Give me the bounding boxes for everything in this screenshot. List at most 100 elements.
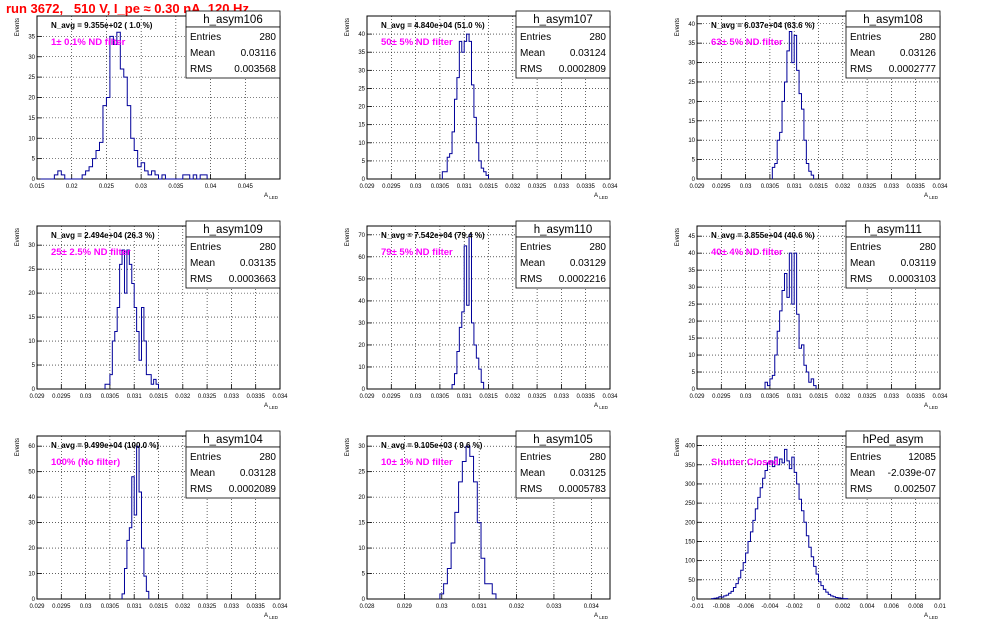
histogram-bin xyxy=(120,69,123,179)
x-tick-label: 0.03 xyxy=(135,184,147,190)
x-tick-label: 0.004 xyxy=(860,604,876,610)
y-tick-label: 5 xyxy=(692,370,696,376)
y-tick-label: 10 xyxy=(358,365,365,371)
x-tick-label: 0.034 xyxy=(272,394,288,400)
stats-value-mean: 0.03125 xyxy=(570,468,607,479)
stats-value-rms: 0.0003663 xyxy=(229,274,277,285)
stats-key-entries: Entries xyxy=(850,452,881,463)
stats-value-entries: 280 xyxy=(589,452,606,463)
histogram-name: h_asym109 xyxy=(203,224,262,236)
histogram-bin xyxy=(801,511,803,599)
filter-label: 100% (No filter) xyxy=(51,457,120,468)
stats-key-entries: Entries xyxy=(850,32,881,43)
x-tick-label: -0.004 xyxy=(761,604,779,610)
x-tick-label: 0.029 xyxy=(689,184,705,190)
stats-value-mean: -2.039e-07 xyxy=(888,468,937,479)
y-tick-label: 5 xyxy=(32,363,36,369)
x-tick-label: 0.0315 xyxy=(809,394,828,400)
y-axis-title: Events xyxy=(345,438,351,456)
histogram-bin xyxy=(792,304,794,389)
filter-label: Shutter Closed xyxy=(711,457,779,468)
x-tick-label: 0.02 xyxy=(66,184,78,190)
x-tick-label: -0.006 xyxy=(737,604,755,610)
stats-value-entries: 280 xyxy=(919,242,936,253)
x-tick-label: 0.034 xyxy=(602,184,618,190)
histogram-bin xyxy=(772,467,774,599)
histogram-bin xyxy=(809,382,811,389)
x-axis-title-subscript: LED xyxy=(928,615,939,620)
histogram-bin xyxy=(82,175,85,179)
histogram-bin xyxy=(760,488,762,599)
histogram-outline xyxy=(122,446,149,599)
y-tick-label: 40 xyxy=(688,22,695,28)
histogram-bin xyxy=(155,175,158,179)
x-tick-label: 0.029 xyxy=(397,604,413,610)
stats-key-rms: RMS xyxy=(190,64,213,75)
x-tick-label: 0.0325 xyxy=(528,184,547,190)
histogram-name: h_asym111 xyxy=(864,224,922,236)
x-axis-title-subscript: LED xyxy=(268,195,279,200)
histogram-bin xyxy=(481,558,485,599)
histogram-bin xyxy=(117,32,120,179)
y-tick-label: 60 xyxy=(358,255,365,261)
x-tick-label: 0.0335 xyxy=(577,394,596,400)
x-axis-title: A LED xyxy=(264,613,279,620)
y-tick-label: 30 xyxy=(28,55,35,61)
x-tick-label: 0.03 xyxy=(740,394,752,400)
x-tick-label: 0.025 xyxy=(99,184,115,190)
x-axis-title-subscript: LED xyxy=(928,405,939,410)
y-tick-label: 15 xyxy=(688,119,695,125)
x-tick-label: 0.033 xyxy=(884,184,900,190)
histogram-bin xyxy=(777,465,779,599)
histogram-outline xyxy=(40,32,207,179)
x-axis-title-subscript: LED xyxy=(598,615,609,620)
histogram-bin xyxy=(780,459,782,599)
histogram-bin xyxy=(444,584,448,599)
histogram-bin xyxy=(204,175,207,179)
histogram-bin xyxy=(124,77,127,179)
y-tick-label: 30 xyxy=(358,444,365,450)
x-tick-label: 0.0315 xyxy=(479,184,498,190)
histogram-bin xyxy=(103,106,106,179)
histogram-bin xyxy=(141,163,144,179)
y-axis-title: Events xyxy=(15,18,21,36)
histogram-bin xyxy=(455,512,459,599)
histogram-bin xyxy=(784,449,786,599)
stats-value-mean: 0.03116 xyxy=(241,48,277,59)
y-tick-label: 40 xyxy=(688,251,695,257)
navg-label: N_avg = 7.542e+04 (79.4 %) xyxy=(381,231,485,240)
x-tick-label: 0.031 xyxy=(787,184,803,190)
x-tick-label: -0.01 xyxy=(690,604,704,610)
x-axis-title: A LED xyxy=(264,403,279,410)
histogram-bin xyxy=(86,171,89,179)
histogram-bin xyxy=(799,499,801,599)
y-tick-label: 5 xyxy=(362,159,366,165)
histogram-bin xyxy=(782,463,784,599)
x-tick-label: 0.0325 xyxy=(528,394,547,400)
x-tick-label: 0.029 xyxy=(29,394,45,400)
stats-key-mean: Mean xyxy=(850,468,875,479)
x-tick-label: 0.033 xyxy=(224,394,240,400)
x-axis-title: A LED xyxy=(594,193,609,200)
filter-label: 10± 1% ND filter xyxy=(381,457,453,468)
y-tick-label: 35 xyxy=(688,41,695,47)
histogram-bin xyxy=(792,457,794,599)
stats-key-rms: RMS xyxy=(190,484,213,495)
x-tick-label: 0.033 xyxy=(554,184,570,190)
x-tick-label: 0.03 xyxy=(410,394,422,400)
x-tick-label: 0.0335 xyxy=(247,394,266,400)
x-axis-title: A LED xyxy=(264,193,279,200)
histogram-name: h_asym110 xyxy=(534,224,593,236)
x-tick-label: 0.034 xyxy=(584,604,600,610)
y-tick-label: 10 xyxy=(28,572,35,578)
x-tick-label: 0.031 xyxy=(787,394,803,400)
stats-key-entries: Entries xyxy=(190,242,221,253)
histogram-name: hPed_asym xyxy=(863,434,924,446)
